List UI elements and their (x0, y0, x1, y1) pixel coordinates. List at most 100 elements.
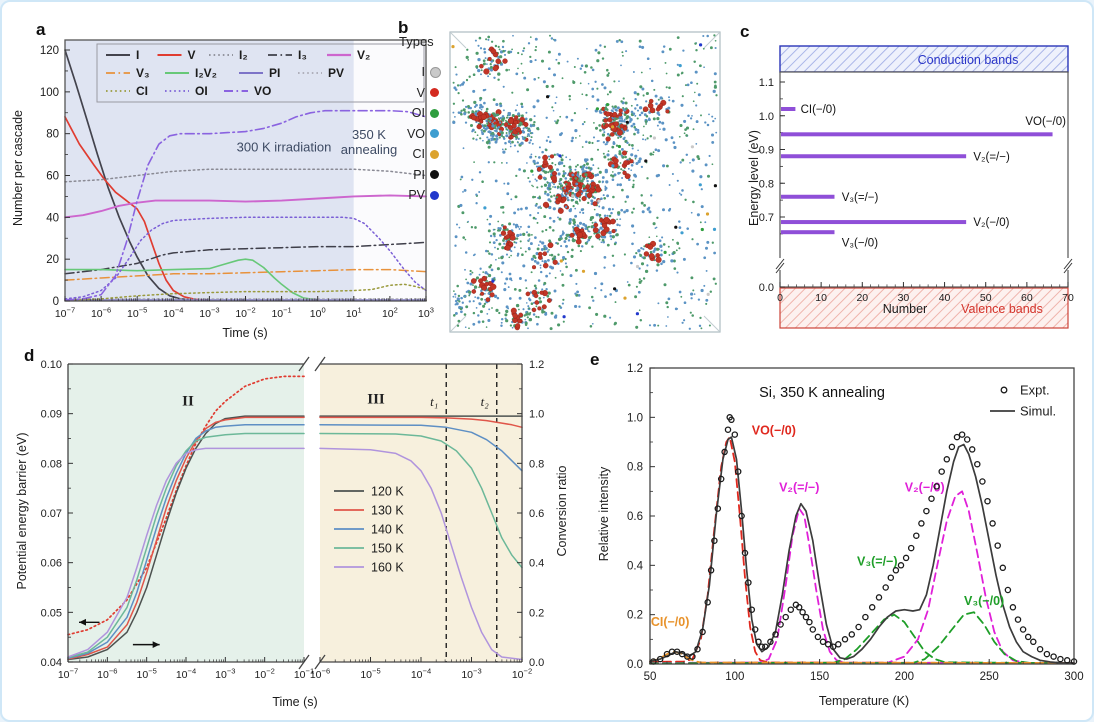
energy-level-label-1: VO(−/0) (1025, 116, 1066, 128)
tick-label: 300 (1064, 671, 1083, 683)
legend-item-I: I (395, 62, 441, 83)
panel-e-component-2 (649, 490, 1075, 665)
legend-item-VO: VO (395, 124, 441, 145)
panel-d-chart: t₁ t₂ (67, 356, 523, 670)
panel-d-right-y-axis-label: Conversion ratio (555, 465, 569, 557)
panel-a-axes: 0 20 40 60 80 100 120 10−7 10−6 10−5 10−4 10−3 10−2 1… (40, 45, 434, 320)
valence-band (779, 287, 1069, 329)
log-tick-label: 10−5 (127, 306, 147, 321)
legend-expt-label: Expt. (1020, 383, 1050, 398)
legend-item-CI: CI (395, 144, 441, 165)
legend-label-I: I (136, 48, 139, 62)
tick-label: 20 (856, 292, 868, 304)
axis-arrowhead-right (152, 641, 160, 649)
legend-dot-I (430, 66, 441, 78)
tick-label: 50 (980, 292, 992, 304)
panel-c-conduction-bands-label: Conduction bands (917, 53, 1019, 67)
legend-item-V: V (395, 83, 441, 104)
panel-a-curve-V₂ (64, 194, 427, 219)
panel-e-axes: 0.0 0.2 0.4 0.6 0.8 1.0 1.2 50 100 150 200 250 300 (627, 363, 1084, 683)
panel-a-x-axis-label: Time (s) (222, 326, 268, 340)
panel-d-curve-left-160 K (67, 447, 305, 658)
panel-b-chart (449, 31, 721, 333)
panel-a-curve-OI (64, 216, 427, 300)
panel-e-frame (649, 367, 1075, 665)
tick-label: 250 (980, 671, 999, 683)
legend-label-150 K: 150 K (371, 542, 404, 556)
log-tick-label: 10−4 (176, 667, 196, 682)
panel-d-curve-left-150 K (67, 432, 305, 659)
log-tick-label: 10−6 (91, 306, 111, 321)
log-tick-label: 10−7 (58, 667, 78, 682)
panel-d-curve-left-140 K (67, 424, 305, 660)
tick-label: 0.9 (759, 145, 774, 157)
t-label-1: t₂ (481, 394, 490, 409)
tick-label: 70 (1062, 292, 1074, 304)
legend-label-I₂: I₂ (239, 48, 248, 62)
panel-a-curve-V₃ (64, 268, 427, 281)
legend-dot-PI (430, 170, 439, 180)
panel-e-title: Si, 350 K annealing (759, 385, 885, 401)
energy-level-label-4: V₂(−/0) (973, 217, 1009, 229)
tick-label: 0.6 (627, 511, 643, 523)
legend-label-160 K: 160 K (371, 561, 404, 575)
legend-label-V₂: V₂ (357, 48, 370, 62)
panel-e-component-4 (649, 611, 1075, 665)
log-tick-label: 101 (346, 306, 362, 321)
tick-label: 1.0 (759, 111, 774, 123)
legend-label-I: I (421, 65, 425, 80)
panel-d-curve-right-150 K (319, 432, 523, 569)
tick-label: 50 (644, 671, 657, 683)
panel-a-letter: a (36, 20, 46, 39)
log-tick-label: 10−5 (360, 667, 380, 682)
tick-label: 0.0 (759, 282, 774, 294)
legend-dot-CI (430, 149, 439, 159)
tick-label: 1.1 (759, 77, 774, 89)
log-tick-label: 103 (418, 306, 434, 321)
panel-d-curve-right-140 K (319, 424, 523, 472)
tick-label: 100 (725, 671, 744, 683)
legend-label-CI: CI (412, 147, 426, 162)
log-tick-label: 10−2 (512, 667, 532, 682)
energy-level-bar-5 (781, 230, 835, 235)
legend-label-PI: PI (413, 167, 425, 182)
legend-label-V₃: V₃ (136, 66, 150, 80)
tick-label: 0.0 (627, 659, 643, 671)
panel-d-legend: 120 K 130 K 140 K 150 K 160 K (334, 485, 404, 575)
legend-label-130 K: 130 K (371, 504, 404, 518)
tick-label: 0.8 (627, 462, 643, 474)
t-label-0: t₁ (430, 394, 438, 409)
panel-e-letter: e (590, 350, 600, 369)
panel-e-y-axis-label: Relative intensity (597, 466, 611, 562)
panel-b-legend: I V OI VO CI PI PV (395, 62, 441, 206)
log-tick-label: 10−6 (310, 667, 330, 682)
legend-item-PV: PV (395, 185, 441, 206)
tick-label: 0.08 (41, 458, 62, 470)
peak-label-4: V₃(−/0) (964, 594, 1004, 608)
energy-level-bar-0 (781, 107, 796, 111)
legend-label-PV: PV (408, 188, 425, 203)
tick-label: 0.0 (529, 657, 544, 669)
tick-label: 80 (46, 129, 59, 141)
tick-label: 0.07 (41, 508, 62, 520)
panel-d-region-II-label: II (182, 393, 194, 410)
tick-label: 1.2 (529, 359, 544, 371)
panel-d-letter: d (24, 346, 35, 365)
tick-label: 1.0 (627, 412, 643, 424)
tick-label: 100 (40, 87, 59, 99)
log-tick-label: 10−3 (215, 667, 235, 682)
panel-c-chart (779, 45, 1069, 329)
log-tick-label: 10−5 (137, 667, 157, 682)
panel-d-curve-left-130 K (67, 416, 305, 660)
legend-label-CI: CI (136, 84, 148, 98)
panel-c-y-axis-label: Energy level (eV) (747, 130, 761, 226)
panel-a-y-axis-label: Number per cascade (11, 109, 25, 227)
legend-label-OI: OI (411, 106, 425, 121)
region-II (68, 364, 304, 662)
tick-label: 20 (46, 254, 59, 266)
panel-d-curve-right-130 K (319, 416, 523, 429)
panel-b-letter: b (398, 18, 409, 37)
legend-dot-PV (430, 190, 439, 200)
